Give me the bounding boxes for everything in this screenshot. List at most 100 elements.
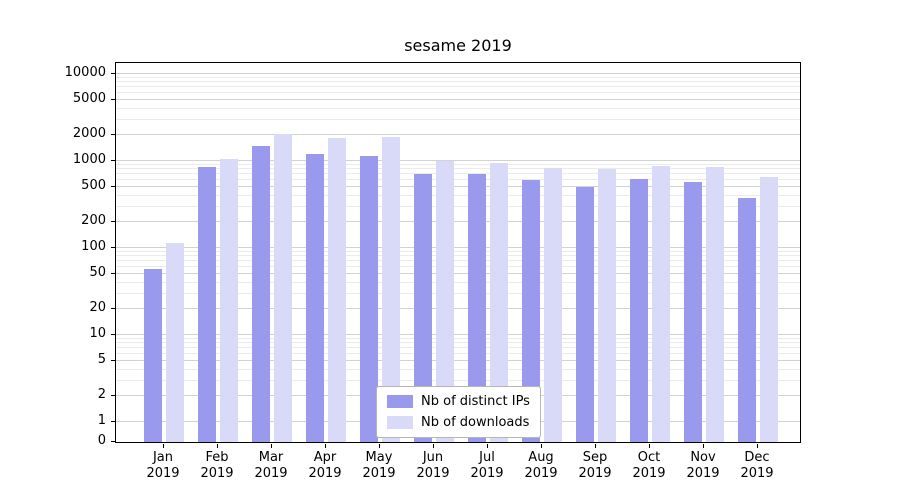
y-tick-label: 20 — [89, 299, 106, 315]
minor-gridline — [116, 107, 800, 109]
x-tick-mark — [217, 444, 218, 448]
major-gridline — [116, 160, 800, 161]
bar-distinct-ips-jan — [144, 268, 162, 442]
y-tick-label: 2 — [97, 386, 106, 402]
x-tick-mark — [379, 444, 380, 448]
legend-swatch-downloads — [387, 416, 413, 429]
minor-gridline — [116, 173, 800, 175]
x-tick-mark — [487, 444, 488, 448]
minor-gridline — [116, 255, 800, 257]
y-tick-label: 500 — [81, 178, 106, 194]
bar-distinct-ips-aug — [522, 180, 540, 442]
y-tick-label: 0 — [97, 433, 106, 448]
major-gridline — [116, 360, 800, 362]
minor-gridline — [116, 76, 800, 78]
minor-gridline — [116, 379, 800, 381]
chart-title: sesame 2019 — [404, 36, 512, 55]
x-tick-label-jan: Jan 2019 — [146, 450, 180, 481]
y-tick-label: 1 — [97, 413, 106, 428]
y-tick-mark — [111, 186, 115, 188]
bar-distinct-ips-feb — [198, 167, 216, 442]
major-gridline — [116, 99, 800, 101]
y-axis-tick-labels: 0 1 2 5 10 20 50 100 200 500 1000 2000 5000 10000 — [34, 62, 106, 448]
bar-downloads-jul — [490, 162, 508, 442]
minor-gridline — [116, 205, 800, 207]
y-tick-label: 5000 — [72, 91, 106, 107]
minor-gridline — [116, 179, 800, 181]
bar-distinct-ips-apr — [306, 154, 324, 442]
bar-distinct-ips-jun — [414, 174, 432, 442]
x-tick-mark — [703, 444, 704, 448]
minor-gridline — [116, 266, 800, 268]
minor-gridline — [116, 86, 800, 88]
bar-distinct-ips-jul — [468, 174, 486, 442]
x-tick-label-aug: Aug 2019 — [524, 450, 558, 481]
x-tick-label-mar: Mar 2019 — [254, 450, 288, 481]
bar-downloads-jun — [436, 161, 454, 442]
y-tick-mark — [111, 307, 115, 309]
legend-swatch-distinct-ips — [387, 395, 413, 408]
minor-gridline — [116, 292, 800, 294]
bar-distinct-ips-sep — [576, 187, 594, 442]
y-tick-label: 2000 — [72, 125, 106, 141]
y-tick-mark — [111, 273, 115, 275]
major-gridline — [116, 133, 800, 135]
x-tick-label-jul: Jul 2019 — [470, 450, 504, 481]
x-tick-mark — [433, 444, 434, 448]
y-tick-mark — [111, 220, 115, 222]
x-tick-mark — [595, 444, 596, 448]
y-tick-label: 1000 — [72, 152, 106, 167]
minor-gridline — [116, 118, 800, 120]
bar-downloads-aug — [544, 168, 562, 442]
y-tick-mark — [111, 421, 115, 422]
minor-gridline — [116, 353, 800, 355]
major-gridline — [116, 334, 800, 335]
bar-downloads-sep — [598, 169, 616, 442]
y-tick-mark — [111, 334, 115, 335]
minor-gridline — [116, 92, 800, 94]
minor-gridline — [116, 281, 800, 283]
x-tick-label-nov: Nov 2019 — [686, 450, 720, 481]
minor-gridline — [116, 337, 800, 339]
major-gridline — [116, 220, 800, 222]
y-tick-label: 10 — [89, 326, 106, 341]
bar-distinct-ips-oct — [630, 179, 648, 442]
x-tick-label-feb: Feb 2019 — [200, 450, 234, 481]
minor-gridline — [116, 368, 800, 370]
y-tick-mark — [111, 394, 115, 396]
x-tick-label-oct: Oct 2019 — [632, 450, 666, 481]
y-tick-mark — [111, 99, 115, 101]
y-tick-mark — [111, 160, 115, 161]
minor-gridline — [116, 347, 800, 349]
bar-distinct-ips-dec — [738, 197, 756, 442]
x-tick-mark — [163, 444, 164, 448]
bar-downloads-may — [382, 136, 400, 442]
legend-item-downloads: Nb of downloads — [387, 415, 530, 430]
x-tick-mark — [541, 444, 542, 448]
bar-downloads-oct — [652, 166, 670, 442]
x-tick-mark — [325, 444, 326, 448]
x-tick-label-apr: Apr 2019 — [308, 450, 342, 481]
plot-area: Nb of distinct IPs Nb of downloads — [111, 62, 801, 443]
minor-gridline — [116, 260, 800, 262]
major-gridline — [116, 247, 800, 248]
x-tick-mark — [649, 444, 650, 448]
x-tick-label-dec: Dec 2019 — [740, 450, 774, 481]
bar-distinct-ips-may — [360, 155, 378, 442]
x-tick-mark — [757, 444, 758, 448]
x-tick-label-jun: Jun 2019 — [416, 450, 450, 481]
minor-gridline — [116, 194, 800, 196]
bar-downloads-mar — [274, 133, 292, 442]
y-tick-mark — [111, 360, 115, 362]
x-tick-label-sep: Sep 2019 — [578, 450, 612, 481]
minor-gridline — [116, 81, 800, 83]
y-tick-label: 5 — [97, 352, 106, 368]
bar-downloads-nov — [706, 167, 724, 442]
y-tick-label: 200 — [81, 212, 106, 228]
bar-downloads-jan — [166, 242, 184, 442]
legend-label-downloads: Nb of downloads — [421, 415, 530, 430]
y-tick-mark — [111, 441, 115, 442]
y-tick-label: 50 — [89, 265, 106, 281]
bar-downloads-dec — [760, 177, 778, 442]
